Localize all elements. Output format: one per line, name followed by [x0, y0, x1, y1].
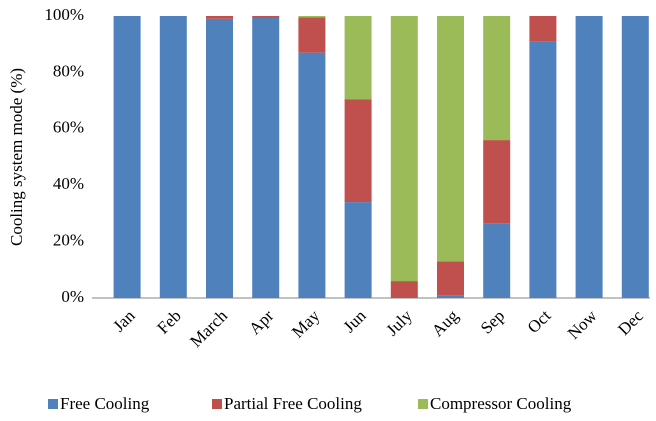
legend-swatch — [418, 399, 428, 409]
y-tick-label: 0% — [61, 287, 84, 306]
x-tick-label: May — [288, 306, 324, 342]
bar-segment — [390, 281, 418, 298]
y-axis-label: Cooling system mode (%) — [7, 68, 26, 246]
x-tick-label: Sep — [477, 306, 508, 337]
x-tick-label: March — [186, 306, 231, 351]
x-tick-label: Now — [564, 306, 601, 343]
bar-segment — [298, 16, 326, 18]
x-tick-label: July — [382, 306, 416, 340]
bar-segment — [483, 16, 511, 141]
y-tick-label: 40% — [53, 174, 84, 193]
x-tick-label: Feb — [153, 306, 184, 337]
bar-segment — [437, 295, 464, 298]
bar-segment — [344, 99, 372, 203]
x-tick-label: Jan — [109, 306, 139, 336]
bar-segment — [344, 202, 372, 298]
bar-segment — [529, 16, 557, 42]
bar-segment — [206, 18, 233, 298]
x-tick-label: Aug — [428, 306, 462, 340]
bar-segment — [113, 16, 141, 298]
bar-segment — [437, 16, 464, 262]
y-tick-label: 100% — [44, 5, 84, 24]
bar-segment — [621, 16, 649, 298]
legend-label: Free Cooling — [60, 394, 150, 413]
bar-segment — [483, 223, 511, 298]
bar-segment — [206, 16, 233, 19]
bar-segment — [252, 16, 280, 18]
bar-segment — [575, 16, 603, 298]
legend-label: Partial Free Cooling — [224, 394, 362, 413]
x-tick-label: Jun — [340, 306, 370, 336]
y-tick-label: 80% — [53, 61, 84, 80]
y-tick-label: 60% — [53, 118, 84, 137]
legend-swatch — [212, 399, 222, 409]
bar-segment — [298, 17, 326, 53]
x-tick-label: Apr — [245, 306, 277, 338]
legend-swatch — [48, 399, 58, 409]
bar-segment — [252, 17, 280, 298]
y-tick-label: 20% — [53, 231, 84, 250]
bar-segment — [298, 52, 326, 298]
bar-segment — [344, 16, 372, 100]
x-tick-label: Dec — [614, 306, 647, 339]
x-tick-label: Oct — [524, 306, 555, 337]
bar-segment — [437, 261, 464, 296]
bar-segment — [390, 16, 418, 282]
bar-segment — [529, 41, 557, 298]
bar-segment — [483, 140, 511, 224]
bar-segment — [159, 16, 187, 298]
legend-label: Compressor Cooling — [430, 394, 572, 413]
